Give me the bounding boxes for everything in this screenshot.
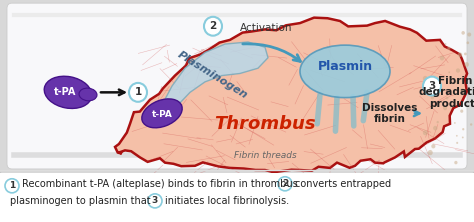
Text: 2: 2 (282, 179, 288, 188)
Circle shape (448, 71, 450, 73)
Text: Recombinant t-PA (alteplase) binds to fibrin in thrombus: Recombinant t-PA (alteplase) binds to fi… (22, 179, 298, 189)
Circle shape (462, 137, 464, 138)
Text: Fibrin
degradation
products: Fibrin degradation products (419, 76, 474, 109)
Ellipse shape (44, 76, 92, 109)
Circle shape (428, 150, 433, 155)
Text: Thrombus: Thrombus (214, 115, 316, 133)
Circle shape (437, 121, 439, 123)
Circle shape (468, 88, 470, 91)
Ellipse shape (142, 99, 182, 128)
Text: Plasmin: Plasmin (318, 60, 373, 73)
FancyBboxPatch shape (7, 3, 467, 169)
Text: 3: 3 (428, 81, 436, 91)
Polygon shape (115, 18, 467, 172)
Text: Activation: Activation (240, 23, 292, 33)
Circle shape (454, 161, 457, 164)
Circle shape (461, 31, 465, 35)
Circle shape (456, 68, 460, 73)
Ellipse shape (300, 45, 390, 98)
Circle shape (462, 128, 465, 130)
Circle shape (466, 41, 469, 44)
Circle shape (456, 142, 458, 144)
Circle shape (148, 194, 162, 208)
Circle shape (431, 144, 436, 149)
Circle shape (464, 52, 467, 55)
Circle shape (456, 80, 459, 84)
Circle shape (204, 17, 222, 36)
Circle shape (443, 106, 447, 110)
Circle shape (447, 47, 450, 50)
Ellipse shape (79, 88, 97, 101)
Text: converts entrapped: converts entrapped (295, 179, 391, 189)
Circle shape (454, 122, 456, 124)
Text: t-PA: t-PA (152, 110, 173, 119)
Circle shape (129, 83, 147, 102)
Circle shape (423, 77, 441, 95)
Circle shape (470, 123, 472, 126)
Circle shape (423, 76, 428, 81)
Text: Dissolves
fibrin: Dissolves fibrin (362, 103, 418, 124)
Text: t-PA: t-PA (54, 87, 76, 97)
Circle shape (460, 88, 465, 93)
Circle shape (446, 97, 448, 99)
Text: 1: 1 (9, 181, 15, 190)
Circle shape (440, 56, 444, 60)
Circle shape (278, 177, 292, 191)
Text: plasminogen to plasmin that: plasminogen to plasmin that (10, 196, 151, 206)
Text: 1: 1 (134, 87, 142, 97)
Text: initiates local fibrinolysis.: initiates local fibrinolysis. (165, 196, 289, 206)
Circle shape (431, 105, 434, 107)
Circle shape (456, 135, 458, 137)
Polygon shape (155, 42, 268, 126)
Text: 3: 3 (152, 196, 158, 205)
Circle shape (423, 130, 428, 135)
Circle shape (430, 92, 432, 95)
Text: 2: 2 (210, 21, 217, 31)
Circle shape (460, 109, 463, 113)
Circle shape (465, 62, 469, 67)
Circle shape (431, 96, 434, 99)
Circle shape (445, 43, 447, 45)
Circle shape (431, 101, 434, 103)
Circle shape (433, 126, 438, 131)
Circle shape (5, 179, 19, 193)
Text: Plasminogen: Plasminogen (176, 50, 250, 101)
Text: Fibrin threads: Fibrin threads (234, 151, 296, 160)
Circle shape (433, 93, 436, 96)
Circle shape (458, 52, 462, 57)
Circle shape (467, 32, 471, 37)
FancyBboxPatch shape (0, 0, 474, 174)
